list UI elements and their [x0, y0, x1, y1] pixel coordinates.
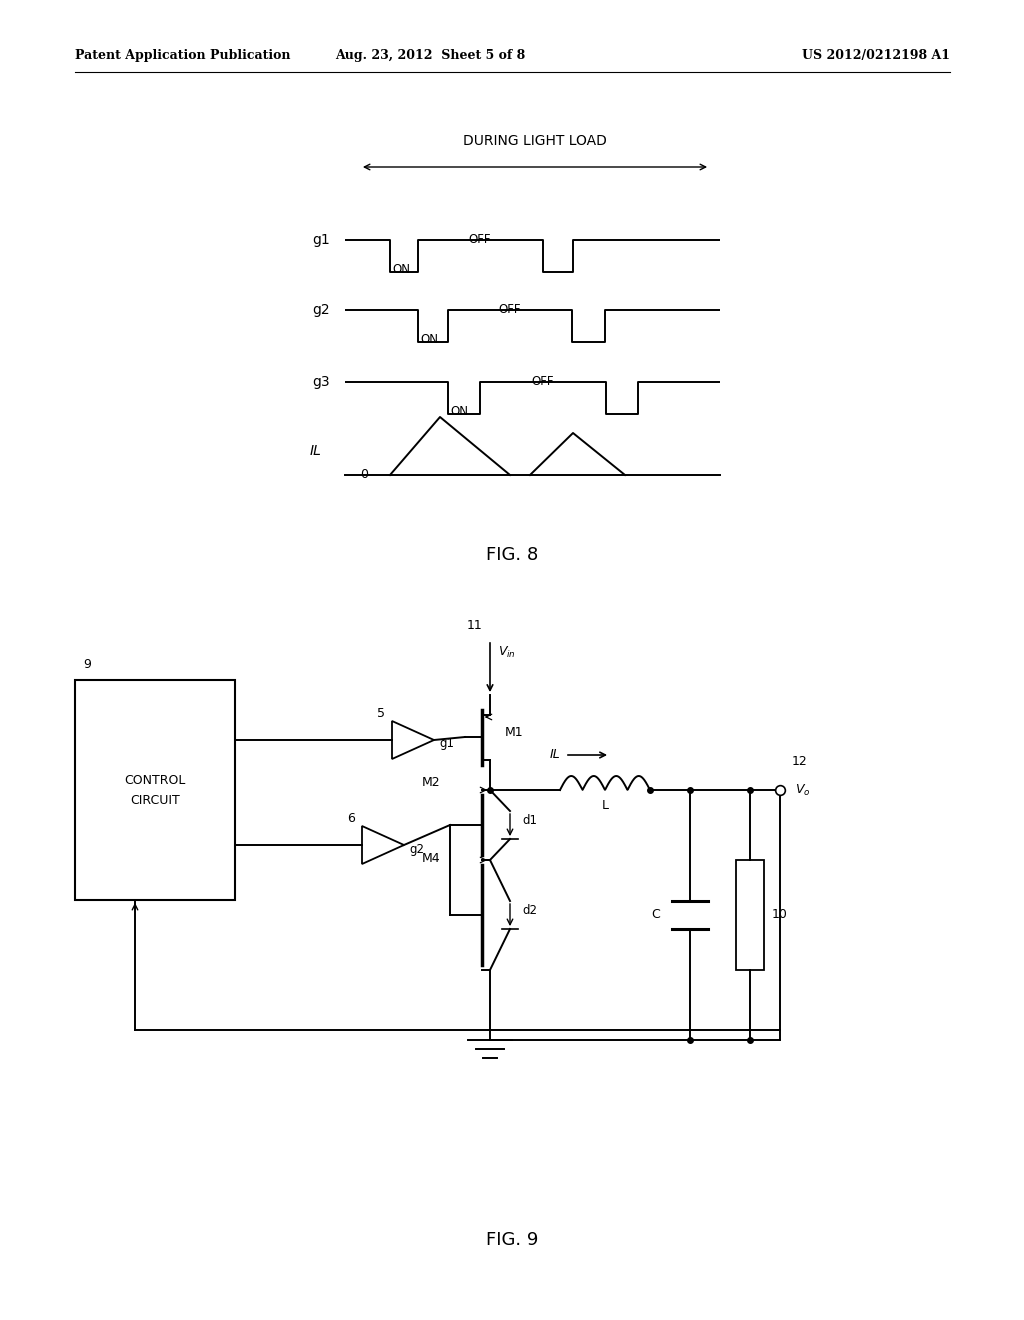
Text: d2: d2	[522, 903, 537, 916]
Text: 10: 10	[772, 908, 787, 921]
Text: US 2012/0212198 A1: US 2012/0212198 A1	[802, 49, 950, 62]
Text: OFF: OFF	[469, 234, 492, 246]
Text: L: L	[601, 799, 608, 812]
Polygon shape	[362, 826, 404, 865]
Text: M1: M1	[505, 726, 523, 738]
Text: 11: 11	[466, 619, 482, 632]
Bar	[736, 861, 764, 970]
Text: $V_o$: $V_o$	[795, 783, 811, 797]
Text: Aug. 23, 2012  Sheet 5 of 8: Aug. 23, 2012 Sheet 5 of 8	[335, 49, 525, 62]
Text: g1: g1	[312, 234, 330, 247]
Text: g1: g1	[439, 738, 455, 751]
Text: 6: 6	[347, 812, 355, 825]
Text: OFF: OFF	[531, 375, 554, 388]
Text: IL: IL	[310, 444, 322, 458]
Polygon shape	[392, 721, 434, 759]
Text: g2: g2	[312, 304, 330, 317]
Text: CIRCUIT: CIRCUIT	[130, 793, 180, 807]
Text: 5: 5	[377, 708, 385, 719]
Text: $V_{in}$: $V_{in}$	[498, 645, 516, 660]
Text: CONTROL: CONTROL	[124, 774, 185, 787]
Text: IL: IL	[549, 748, 560, 762]
Text: g3: g3	[312, 375, 330, 389]
Text: 0: 0	[360, 469, 368, 482]
Bar	[75, 680, 234, 900]
Text: FIG. 8: FIG. 8	[485, 546, 539, 564]
Text: ON: ON	[450, 405, 468, 418]
Text: M4: M4	[421, 851, 440, 865]
Text: C: C	[651, 908, 660, 921]
Text: DURING LIGHT LOAD: DURING LIGHT LOAD	[463, 135, 607, 148]
Text: OFF: OFF	[499, 304, 521, 315]
Text: ON: ON	[420, 333, 438, 346]
Text: ON: ON	[392, 263, 410, 276]
Text: 12: 12	[792, 755, 808, 768]
Text: g2: g2	[410, 842, 425, 855]
Text: FIG. 9: FIG. 9	[485, 1232, 539, 1249]
Text: d1: d1	[522, 813, 537, 826]
Text: 9: 9	[83, 659, 91, 672]
Text: M2: M2	[421, 776, 440, 788]
Text: Patent Application Publication: Patent Application Publication	[75, 49, 291, 62]
